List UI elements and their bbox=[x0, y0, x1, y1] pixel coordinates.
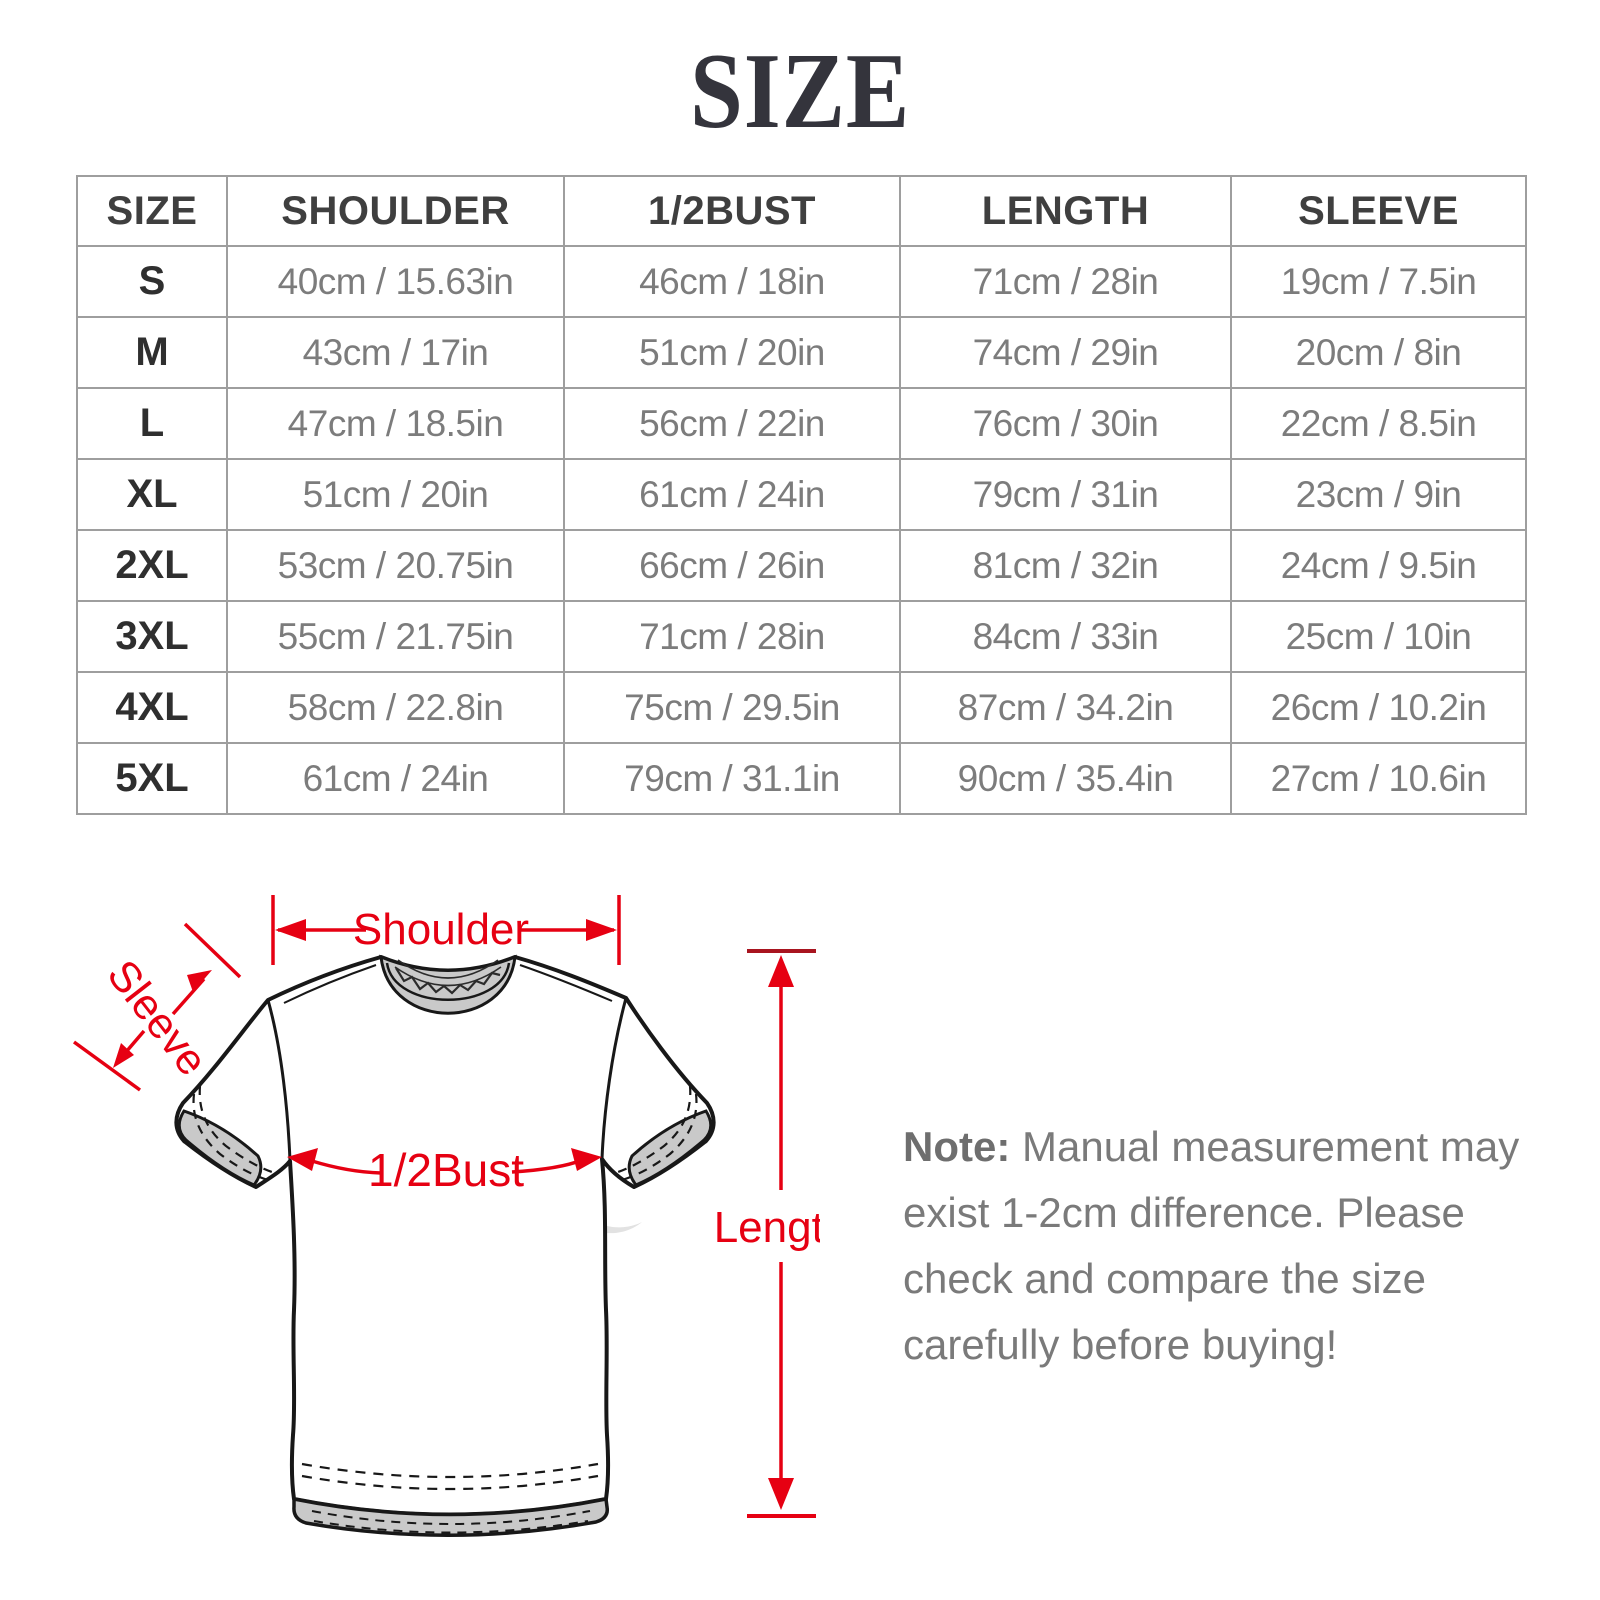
header-shoulder: SHOULDER bbox=[226, 175, 565, 247]
collar-zigzag-stitch bbox=[395, 967, 501, 995]
collar bbox=[379, 954, 517, 1015]
length-label: Length bbox=[714, 1203, 820, 1252]
note-prefix: Note: bbox=[903, 1123, 1011, 1170]
size-table: SIZE SHOULDER 1/2BUST LENGTH SLEEVE S 40… bbox=[76, 175, 1527, 815]
cell-bust: 75cm / 29.5in bbox=[563, 671, 901, 744]
cell-length: 71cm / 28in bbox=[899, 245, 1232, 318]
cell-bust: 66cm / 26in bbox=[563, 529, 901, 602]
cell-bust: 71cm / 28in bbox=[563, 600, 901, 673]
cell-shoulder: 40cm / 15.63in bbox=[226, 245, 565, 318]
left-shoulder-seam bbox=[283, 964, 377, 1004]
cell-length: 87cm / 34.2in bbox=[899, 671, 1232, 744]
length-measure: Length bbox=[714, 949, 820, 1518]
table-row: S 40cm / 15.63in 46cm / 18in 71cm / 28in… bbox=[76, 245, 1527, 318]
table-row: 4XL 58cm / 22.8in 75cm / 29.5in 87cm / 3… bbox=[76, 671, 1527, 744]
row-size-label: 4XL bbox=[76, 671, 228, 744]
bust-label: 1/2Bust bbox=[368, 1144, 524, 1196]
page-title: SIZE bbox=[689, 32, 911, 151]
cell-shoulder: 51cm / 20in bbox=[226, 458, 565, 531]
row-size-label: 3XL bbox=[76, 600, 228, 673]
row-size-label: S bbox=[76, 245, 228, 318]
cell-shoulder: 55cm / 21.75in bbox=[226, 600, 565, 673]
table-row: XL 51cm / 20in 61cm / 24in 79cm / 31in 2… bbox=[76, 458, 1527, 531]
cell-bust: 46cm / 18in bbox=[563, 245, 901, 318]
shoulder-measure: Shoulder bbox=[271, 895, 621, 965]
header-bust: 1/2BUST bbox=[563, 175, 901, 247]
table-row: 3XL 55cm / 21.75in 71cm / 28in 84cm / 33… bbox=[76, 600, 1527, 673]
cell-sleeve: 20cm / 8in bbox=[1230, 316, 1527, 389]
left-armpit-seam bbox=[266, 999, 292, 1162]
cell-shoulder: 53cm / 20.75in bbox=[226, 529, 565, 602]
tshirt-body-outline bbox=[174, 955, 716, 1517]
right-armpit-seam bbox=[600, 997, 628, 1160]
row-size-label: XL bbox=[76, 458, 228, 531]
cell-length: 76cm / 30in bbox=[899, 387, 1232, 460]
cell-sleeve: 22cm / 8.5in bbox=[1230, 387, 1527, 460]
cell-sleeve: 19cm / 7.5in bbox=[1230, 245, 1527, 318]
table-row: 2XL 53cm / 20.75in 66cm / 26in 81cm / 32… bbox=[76, 529, 1527, 602]
cell-length: 79cm / 31in bbox=[899, 458, 1232, 531]
shoulder-label: Shoulder bbox=[353, 905, 529, 954]
cell-sleeve: 26cm / 10.2in bbox=[1230, 671, 1527, 744]
cell-length: 74cm / 29in bbox=[899, 316, 1232, 389]
table-row: 5XL 61cm / 24in 79cm / 31.1in 90cm / 35.… bbox=[76, 742, 1527, 815]
table-row: M 43cm / 17in 51cm / 20in 74cm / 29in 20… bbox=[76, 316, 1527, 389]
row-size-label: 2XL bbox=[76, 529, 228, 602]
header-size: SIZE bbox=[76, 175, 228, 247]
cell-sleeve: 23cm / 9in bbox=[1230, 458, 1527, 531]
cell-length: 81cm / 32in bbox=[899, 529, 1232, 602]
measurement-note: Note: Manual measurement may exist 1-2cm… bbox=[903, 1114, 1537, 1378]
bottom-hem bbox=[292, 1462, 610, 1537]
cell-length: 90cm / 35.4in bbox=[899, 742, 1232, 815]
cell-sleeve: 25cm / 10in bbox=[1230, 600, 1527, 673]
header-length: LENGTH bbox=[899, 175, 1232, 247]
right-shoulder-seam bbox=[519, 964, 613, 1002]
tshirt-measurement-diagram: Shoulder Sleeve 1/2Bust Length bbox=[72, 895, 820, 1537]
row-size-label: 5XL bbox=[76, 742, 228, 815]
table-header-row: SIZE SHOULDER 1/2BUST LENGTH SLEEVE bbox=[76, 175, 1527, 247]
cell-bust: 79cm / 31.1in bbox=[563, 742, 901, 815]
page-title-wrap: SIZE bbox=[0, 30, 1600, 154]
cell-length: 84cm / 33in bbox=[899, 600, 1232, 673]
table-row: L 47cm / 18.5in 56cm / 22in 76cm / 30in … bbox=[76, 387, 1527, 460]
cuff-stitching bbox=[192, 1085, 698, 1182]
cell-sleeve: 24cm / 9.5in bbox=[1230, 529, 1527, 602]
header-sleeve: SLEEVE bbox=[1230, 175, 1527, 247]
cell-bust: 51cm / 20in bbox=[563, 316, 901, 389]
cell-shoulder: 47cm / 18.5in bbox=[226, 387, 565, 460]
cell-shoulder: 58cm / 22.8in bbox=[226, 671, 565, 744]
cell-shoulder: 61cm / 24in bbox=[226, 742, 565, 815]
cell-bust: 56cm / 22in bbox=[563, 387, 901, 460]
bust-measure: 1/2Bust bbox=[287, 1144, 602, 1196]
cell-shoulder: 43cm / 17in bbox=[226, 316, 565, 389]
row-size-label: L bbox=[76, 387, 228, 460]
cell-sleeve: 27cm / 10.6in bbox=[1230, 742, 1527, 815]
row-size-label: M bbox=[76, 316, 228, 389]
note-body: Manual measurement may exist 1-2cm diffe… bbox=[903, 1123, 1520, 1368]
cell-bust: 61cm / 24in bbox=[563, 458, 901, 531]
